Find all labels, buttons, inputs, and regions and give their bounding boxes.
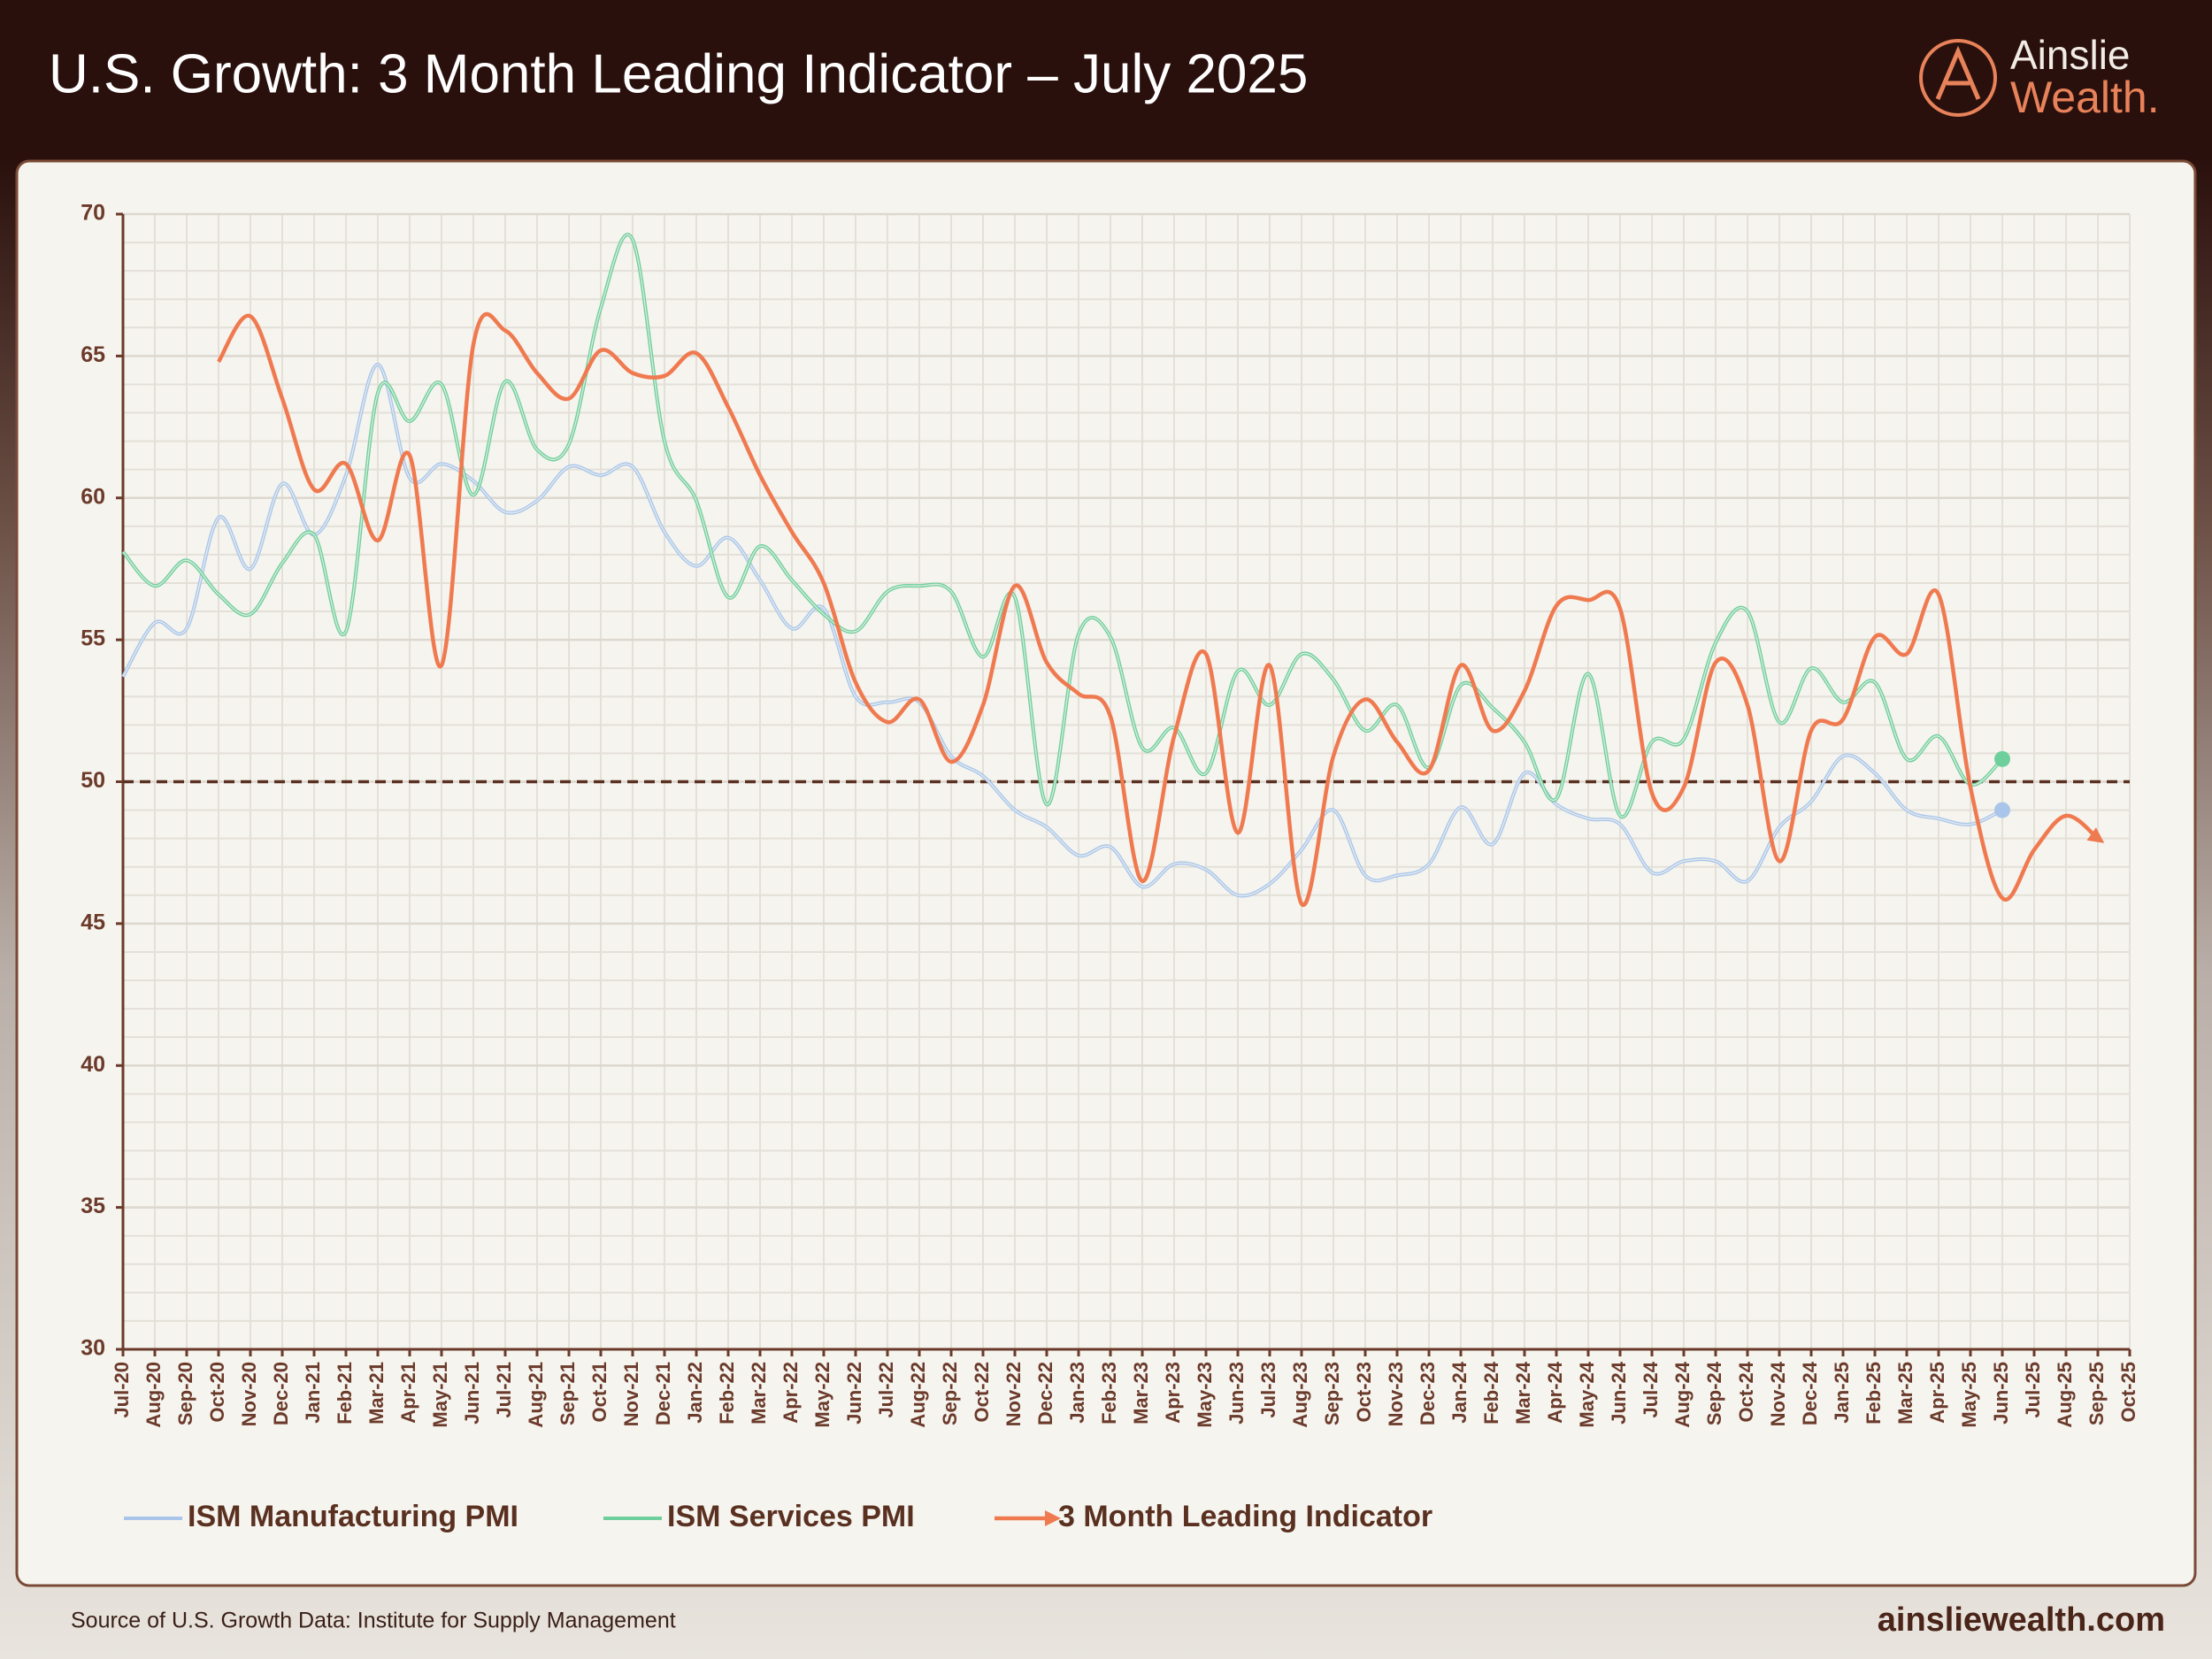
x-tick-label: Mar-25 [1894,1362,1916,1425]
x-tick-label: Dec-24 [1799,1361,1821,1425]
y-tick-label: 55 [81,626,105,651]
x-tick-label: Dec-20 [270,1362,292,1425]
logo: Ainslie Wealth. [1919,32,2160,122]
end-marker [1994,750,2010,767]
y-tick-label: 30 [81,1336,105,1361]
x-tick-label: Oct-25 [2117,1362,2139,1422]
series-line-inner [122,234,2003,818]
x-tick-label: Jan-21 [302,1362,324,1424]
x-tick-label: Jan-22 [684,1362,706,1424]
x-tick-label: Jul-21 [493,1362,515,1418]
x-tick-label: May-25 [1958,1362,1980,1428]
x-tick-label: Nov-24 [1767,1361,1789,1426]
logo-a [1935,45,1981,100]
x-tick-label: Aug-22 [907,1362,929,1428]
x-tick-label: Jan-24 [1448,1361,1471,1423]
x-tick-label: Mar-22 [748,1362,770,1425]
x-tick-label: Nov-21 [620,1362,642,1426]
brand-name: Wealth. [2010,73,2160,122]
y-tick-label: 65 [81,342,105,367]
x-tick-label: May-23 [1194,1362,1216,1428]
brand-name: Ainslie [2010,32,2131,78]
x-tick-label: Jul-23 [1257,1362,1279,1418]
x-tick-label: Oct-23 [1353,1362,1375,1422]
x-tick-label: Sep-23 [1321,1362,1343,1425]
x-tick-label: Oct-22 [971,1362,993,1422]
x-tick-label: Aug-23 [1289,1362,1311,1428]
card [15,159,2197,1587]
x-tick-label: Apr-22 [780,1362,802,1424]
x-tick-label: Jan-23 [1066,1362,1088,1424]
x-tick-label: Apr-23 [1162,1362,1184,1424]
x-tick-label: Nov-23 [1385,1362,1407,1426]
x-tick-label: Sep-21 [557,1362,579,1425]
x-tick-label: Apr-25 [1926,1362,1948,1424]
y-tick-label: 50 [81,768,105,793]
x-tick-label: Mar-21 [365,1362,388,1425]
source-note: Source of U.S. Growth Data: Institute fo… [71,1609,676,1633]
x-tick-label: Jul-20 [111,1362,133,1418]
x-tick-label: Sep-24 [1703,1361,1725,1425]
x-tick-label: Feb-24 [1480,1361,1502,1425]
x-tick-label: Jul-22 [875,1362,897,1418]
x-tick-label: May-21 [429,1362,451,1428]
x-tick-label: Jun-21 [461,1362,483,1425]
x-tick-label: Jun-22 [843,1362,865,1425]
series-line-inner [122,364,2003,897]
legend-label: 3 Month Leading Indicator [1058,1500,1432,1533]
x-tick-label: Feb-22 [716,1362,738,1425]
x-tick-label: Jun-23 [1225,1362,1248,1425]
x-tick-label: Oct-24 [1735,1361,1757,1422]
x-tick-label: May-22 [811,1362,833,1428]
x-tick-label: Apr-24 [1544,1361,1566,1423]
y-tick-label: 45 [81,910,105,934]
y-tick-label: 35 [81,1194,105,1218]
x-tick-label: Feb-25 [1863,1362,1885,1425]
series-line [217,311,2105,908]
x-tick-label: Feb-23 [1098,1362,1120,1425]
legend-label: ISM Services PMI [667,1500,915,1533]
legend-label: ISM Manufacturing PMI [188,1500,518,1533]
x-tick-label: Sep-22 [939,1362,961,1425]
x-tick-label: Dec-21 [652,1362,674,1425]
x-tick-label: Nov-22 [1002,1362,1025,1426]
x-tick-label: Oct-20 [206,1362,228,1422]
x-tick-label: Sep-20 [174,1362,196,1425]
x-tick-label: Jun-24 [1608,1361,1630,1425]
logo-ring [1919,39,1997,117]
x-tick-label: Nov-20 [238,1362,260,1426]
chart-title: U.S. Growth: 3 Month Leading Indicator –… [49,43,1308,104]
x-tick-label: Apr-21 [397,1362,419,1424]
x-tick-label: Dec-23 [1417,1362,1439,1425]
x-tick-label: Jun-25 [1990,1362,2012,1425]
x-tick-label: Aug-24 [1671,1361,1694,1427]
x-tick-label: Feb-21 [334,1362,356,1425]
x-tick-label: Mar-24 [1512,1361,1534,1425]
y-tick-label: 60 [81,484,105,509]
x-tick-label: Aug-21 [525,1362,547,1428]
y-tick-label: 70 [81,201,105,226]
x-tick-label: Oct-21 [588,1362,611,1422]
y-tick-label: 40 [81,1052,105,1077]
x-tick-label: Sep-25 [2085,1362,2108,1425]
x-tick-label: Aug-20 [142,1362,165,1428]
website: ainsliewealth.com [1878,1601,2165,1639]
x-tick-label: Mar-23 [1130,1362,1152,1425]
x-tick-label: Jul-24 [1640,1361,1662,1417]
x-tick-label: Jul-25 [2022,1362,2044,1418]
x-tick-label: Aug-25 [2054,1362,2076,1428]
end-marker [1994,802,2010,818]
x-tick-label: Jan-25 [1831,1362,1853,1424]
x-tick-label: Dec-22 [1034,1362,1056,1425]
x-tick-label: May-24 [1576,1361,1598,1427]
